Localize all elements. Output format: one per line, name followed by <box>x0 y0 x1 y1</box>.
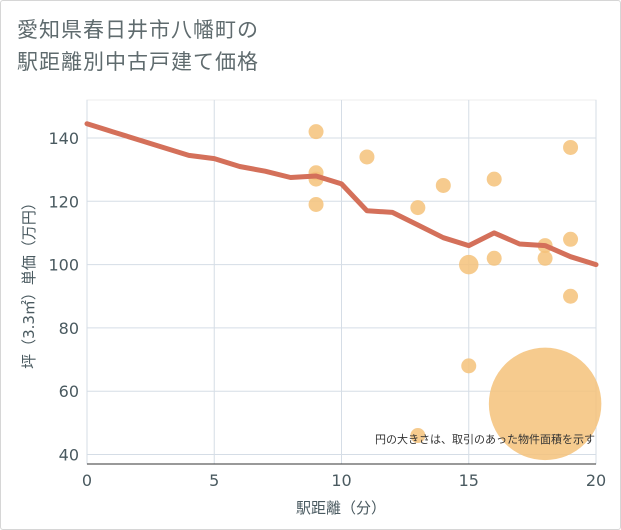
y-tick-label: 40 <box>59 446 79 465</box>
data-point <box>459 254 479 275</box>
y-tick-label: 60 <box>59 382 79 401</box>
title-line-2: 駅距離別中古戸建て価格 <box>17 50 259 74</box>
data-point <box>410 428 426 444</box>
x-tick-label: 10 <box>331 471 351 490</box>
y-tick-label: 140 <box>48 129 79 148</box>
data-point <box>486 250 502 266</box>
data-point <box>410 200 426 216</box>
data-point <box>486 171 502 187</box>
data-point <box>563 288 579 304</box>
axis-ticks: 0 5 10 15 20 40 60 80 100 120 140 <box>48 129 606 490</box>
trend-line <box>84 121 599 268</box>
data-point <box>435 177 451 193</box>
y-tick-label: 80 <box>59 319 79 338</box>
y-tick-label: 100 <box>48 256 79 275</box>
chart-title: 愛知県春日井市八幡町の 駅距離別中古戸建て価格 <box>17 14 259 78</box>
trend-line-group <box>84 121 599 268</box>
data-point <box>461 358 477 374</box>
data-point <box>308 124 324 140</box>
y-axis-title: 坪（3.3㎡）単価（万円） <box>20 195 38 369</box>
x-tick-label: 0 <box>82 471 92 490</box>
y-tick-label: 120 <box>48 192 79 211</box>
data-point <box>537 250 553 266</box>
title-line-1: 愛知県春日井市八幡町の <box>17 18 259 42</box>
x-tick-label: 15 <box>459 471 479 490</box>
x-tick-label: 5 <box>209 471 219 490</box>
size-note: 円の大きさは、取引のあった物件面積を示す <box>375 432 595 446</box>
data-point <box>563 231 579 247</box>
data-point <box>488 347 602 461</box>
data-point <box>563 139 579 155</box>
data-point <box>359 149 375 165</box>
data-point <box>308 196 324 212</box>
x-axis-title: 駅距離（分） <box>296 499 386 517</box>
x-tick-label: 20 <box>586 471 606 490</box>
